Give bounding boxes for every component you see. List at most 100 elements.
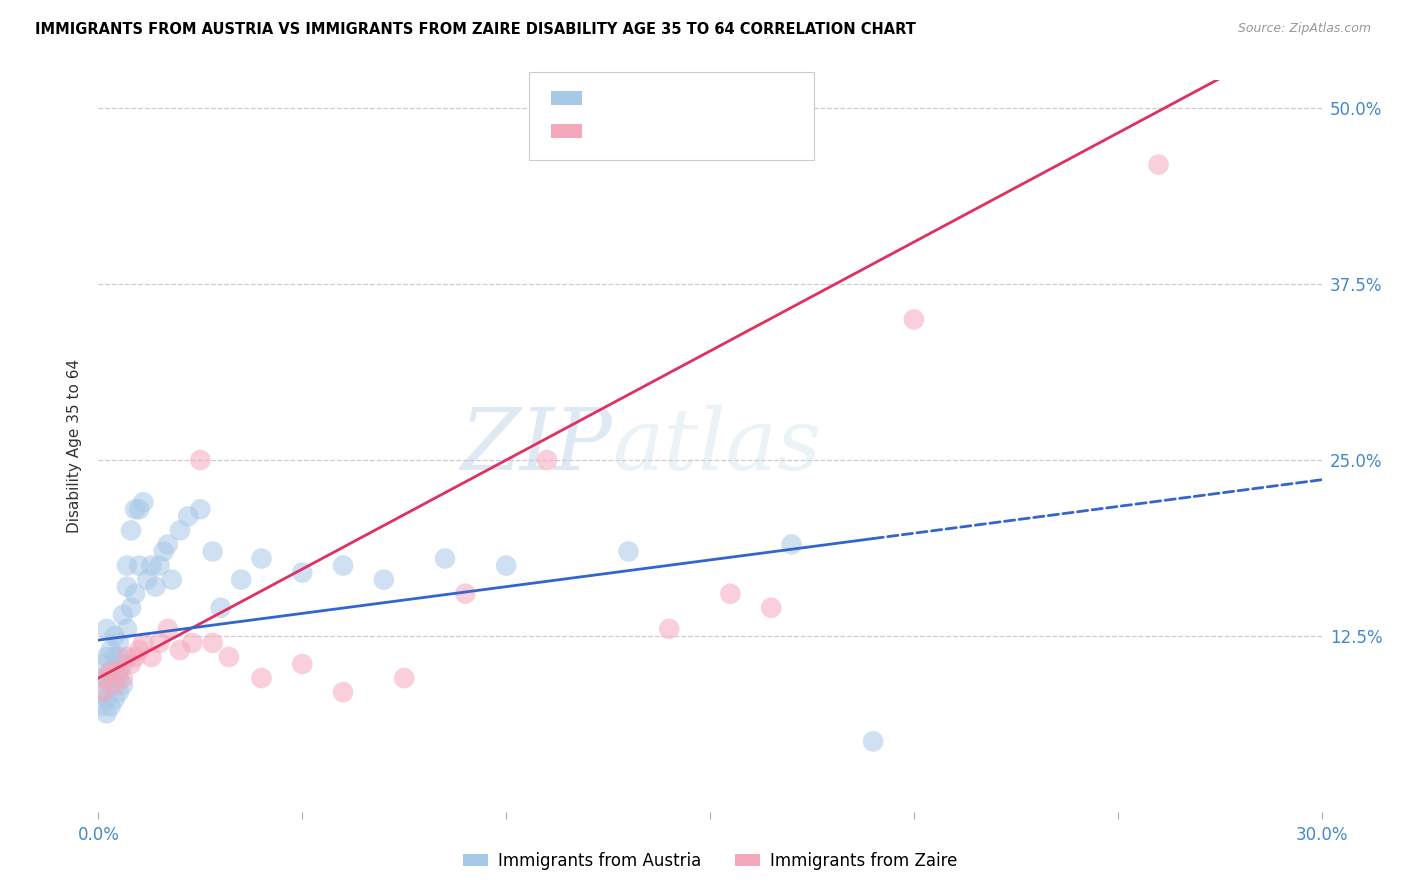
Point	[100, 678, 122, 692]
Text: IMMIGRANTS FROM AUSTRIA VS IMMIGRANTS FROM ZAIRE DISABILITY AGE 35 TO 64 CORRELA: IMMIGRANTS FROM AUSTRIA VS IMMIGRANTS FR…	[35, 22, 917, 37]
Text: N =: N =	[678, 122, 725, 140]
Point	[156, 537, 179, 551]
Point	[100, 664, 122, 678]
Point	[152, 544, 174, 558]
Point	[209, 600, 232, 615]
Point	[149, 558, 172, 573]
Point	[111, 678, 134, 692]
Point	[115, 558, 138, 573]
Point	[120, 524, 142, 538]
Point	[104, 629, 127, 643]
Text: 0.842: 0.842	[624, 122, 676, 140]
Point	[136, 573, 159, 587]
Point	[132, 495, 155, 509]
Point	[100, 664, 122, 678]
Point	[115, 580, 138, 594]
Point	[91, 657, 114, 671]
Point	[720, 587, 742, 601]
Text: Source: ZipAtlas.com: Source: ZipAtlas.com	[1237, 22, 1371, 36]
Point	[100, 699, 122, 714]
Point	[108, 671, 131, 685]
Point	[332, 685, 354, 699]
Point	[96, 671, 118, 685]
Point	[104, 671, 127, 685]
Point	[96, 622, 118, 636]
Point	[495, 558, 517, 573]
Point	[169, 643, 191, 657]
Point	[1147, 158, 1170, 172]
Text: N =: N =	[678, 89, 725, 107]
Text: 30: 30	[734, 122, 756, 140]
Point	[128, 502, 150, 516]
Text: ZIP: ZIP	[460, 405, 612, 487]
Point	[124, 587, 146, 601]
Point	[188, 453, 212, 467]
Point	[124, 502, 146, 516]
Point	[96, 692, 118, 706]
Point	[128, 558, 150, 573]
Point	[454, 587, 477, 601]
Point	[218, 650, 240, 665]
Point	[434, 551, 457, 566]
Text: atlas: atlas	[612, 405, 821, 487]
Point	[100, 643, 122, 657]
Point	[392, 671, 416, 685]
Point	[156, 622, 179, 636]
Text: 56: 56	[734, 89, 756, 107]
Point	[108, 664, 131, 678]
Point	[91, 671, 114, 685]
Point	[96, 706, 118, 721]
Point	[108, 685, 131, 699]
Point	[91, 699, 114, 714]
Point	[291, 657, 314, 671]
Point	[104, 692, 127, 706]
Text: R =: R =	[593, 89, 630, 107]
Point	[903, 312, 925, 326]
Point	[862, 734, 884, 748]
Point	[188, 502, 212, 516]
Point	[132, 636, 155, 650]
Point	[120, 657, 142, 671]
Point	[141, 650, 163, 665]
Point	[91, 685, 114, 699]
Point	[373, 573, 395, 587]
Point	[108, 650, 131, 665]
Point	[536, 453, 558, 467]
Point	[104, 650, 127, 665]
Point	[120, 600, 142, 615]
Point	[145, 580, 167, 594]
Point	[108, 636, 131, 650]
Point	[128, 643, 150, 657]
Point	[115, 622, 138, 636]
Point	[111, 657, 134, 671]
Point	[111, 671, 134, 685]
Y-axis label: Disability Age 35 to 64: Disability Age 35 to 64	[67, 359, 83, 533]
Point	[169, 524, 191, 538]
Point	[617, 544, 640, 558]
Point	[780, 537, 803, 551]
Point	[141, 558, 163, 573]
Point	[181, 636, 204, 650]
Point	[201, 544, 224, 558]
Point	[250, 671, 273, 685]
Point	[231, 573, 253, 587]
Point	[761, 600, 783, 615]
Point	[124, 650, 146, 665]
Point	[291, 566, 314, 580]
Point	[96, 650, 118, 665]
Point	[160, 573, 183, 587]
Text: R =: R =	[593, 122, 630, 140]
Point	[96, 671, 118, 685]
Point	[658, 622, 681, 636]
Point	[177, 509, 200, 524]
Point	[201, 636, 224, 650]
Point	[115, 650, 138, 665]
Text: 0.107: 0.107	[624, 89, 676, 107]
Point	[149, 636, 172, 650]
Point	[91, 685, 114, 699]
Point	[104, 678, 127, 692]
Legend: Immigrants from Austria, Immigrants from Zaire: Immigrants from Austria, Immigrants from…	[457, 846, 963, 877]
Point	[111, 607, 134, 622]
Point	[250, 551, 273, 566]
Point	[332, 558, 354, 573]
